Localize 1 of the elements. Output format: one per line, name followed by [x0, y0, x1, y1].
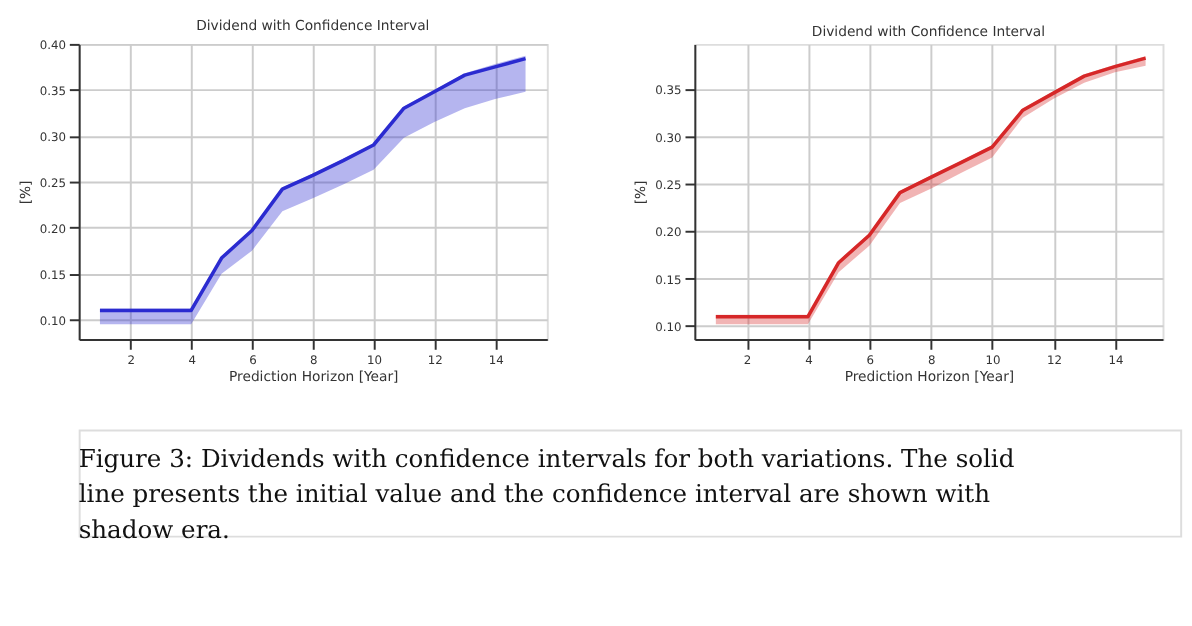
caption: Figure 3: Dividends with confidence intervals for both variations. The solid line presents the initial value and the confidence interval are shown with shadow era.	[78, 444, 1015, 544]
